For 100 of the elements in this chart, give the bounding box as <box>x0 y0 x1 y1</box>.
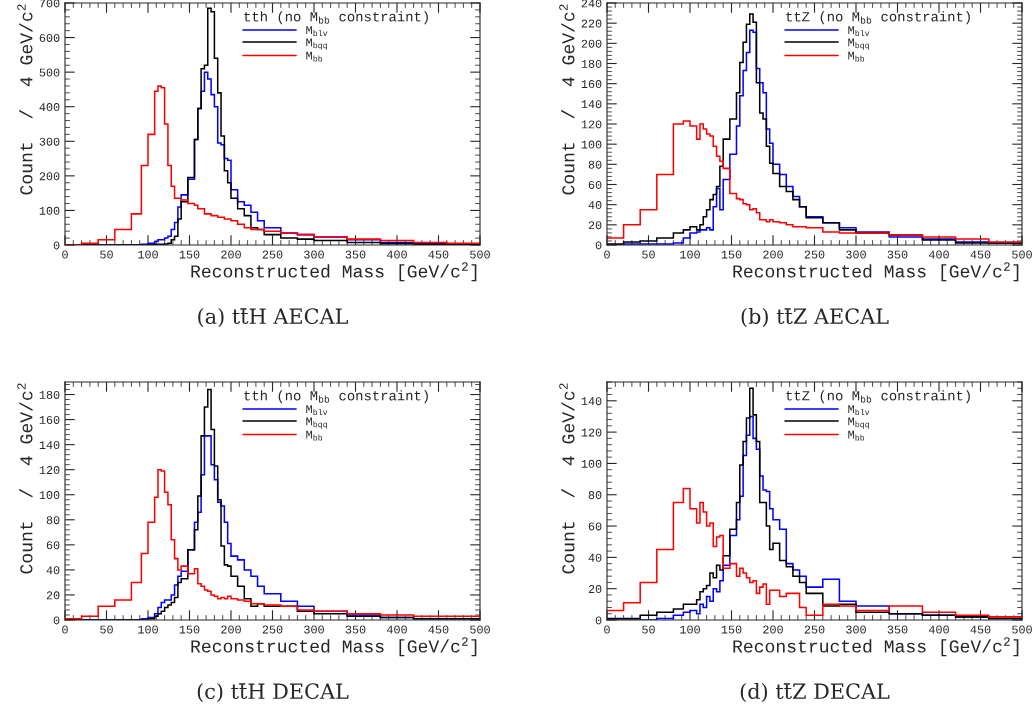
x-axis-title: Reconstructed Mass [GeV/c$^{2}$] <box>733 262 1019 282</box>
legend-title: ttZ (no M$_{bb}$ constraint) <box>786 11 970 25</box>
x-tick-label: 200 <box>763 625 783 634</box>
y-tick-label: 80 <box>588 491 602 500</box>
x-tick-label: 50 <box>100 625 113 634</box>
y-tick-label: 400 <box>39 103 60 112</box>
x-tick-label: 100 <box>138 625 158 634</box>
x-tick-label: 350 <box>345 625 366 634</box>
x-tick-label: 0 <box>62 250 68 259</box>
y-tick-label: 160 <box>39 415 60 424</box>
legend-label: M$_{bb}$ <box>848 430 865 441</box>
x-tick-label: 400 <box>928 625 949 634</box>
x-tick-label: 400 <box>386 250 407 259</box>
y-tick-label: 0 <box>53 616 60 625</box>
y-tick-label: 100 <box>39 491 60 500</box>
x-tick-label: 150 <box>721 625 742 634</box>
y-tick-label: 20 <box>46 591 60 600</box>
x-tick-label: 350 <box>887 250 908 259</box>
legend-label: M$_{bb}$ <box>306 430 323 441</box>
y-tick-label: 500 <box>39 68 60 77</box>
x-axis-title: Reconstructed Mass [GeV/c$^{2}$] <box>733 637 1019 657</box>
x-tick-label: 450 <box>970 250 991 259</box>
y-axis-title: Count / 4 GeV/c$^{2}$ <box>559 4 575 195</box>
x-tick-label: 500 <box>1012 250 1032 259</box>
y-tick-label: 60 <box>46 541 60 550</box>
y-tick-label: 120 <box>39 466 60 475</box>
x-tick-label: 0 <box>62 625 68 634</box>
y-tick-label: 600 <box>39 33 60 42</box>
x-tick-label: 50 <box>642 625 655 634</box>
legend-label: M$_{blv}$ <box>306 26 328 36</box>
y-axis-title: Count / 4 GeV/c$^{2}$ <box>17 383 33 574</box>
legend-label: M$_{bqq}$ <box>306 38 327 50</box>
x-tick-label: 500 <box>470 625 490 634</box>
x-tick-label: 250 <box>262 625 283 634</box>
y-tick-label: 300 <box>39 137 60 146</box>
x-tick-label: 150 <box>721 250 742 259</box>
x-tick-label: 450 <box>428 625 449 634</box>
x-tick-label: 0 <box>604 250 610 259</box>
legend-label: M$_{bb}$ <box>306 51 323 62</box>
x-tick-label: 100 <box>680 250 700 259</box>
y-tick-label: 100 <box>581 459 602 468</box>
x-tick-label: 200 <box>763 250 783 259</box>
y-tick-label: 100 <box>581 140 602 149</box>
legend-title: tth (no M$_{bb}$ constraint) <box>244 390 428 404</box>
x-tick-label: 200 <box>221 250 241 259</box>
legend-title: ttZ (no M$_{bb}$ constraint) <box>786 390 970 404</box>
y-tick-label: 200 <box>39 172 60 181</box>
y-tick-label: 140 <box>581 397 602 406</box>
x-tick-label: 400 <box>928 250 949 259</box>
legend-label: M$_{bqq}$ <box>848 38 869 50</box>
x-axis-title: Reconstructed Mass [GeV/c$^{2}$] <box>191 262 477 282</box>
y-tick-label: 80 <box>46 516 60 525</box>
y-tick-label: 240 <box>581 0 602 8</box>
y-tick-label: 40 <box>46 566 60 575</box>
x-tick-label: 400 <box>386 625 407 634</box>
legend-label: M$_{blv}$ <box>848 26 870 36</box>
x-tick-label: 250 <box>804 625 825 634</box>
y-tick-label: 60 <box>588 522 602 531</box>
y-tick-label: 220 <box>581 19 602 28</box>
x-tick-label: 500 <box>1012 625 1032 634</box>
x-axis-title: Reconstructed Mass [GeV/c$^{2}$] <box>191 637 477 657</box>
legend-label: M$_{bb}$ <box>848 51 865 62</box>
text: (b) tt̄Z AECAL <box>741 307 889 327</box>
x-tick-label: 100 <box>138 250 158 259</box>
text: (c) tt̄H DECAL <box>197 682 349 702</box>
y-tick-label: 20 <box>588 221 602 230</box>
legend-label: M$_{bqq}$ <box>848 417 869 429</box>
text: (a) tt̄H AECAL <box>198 307 348 327</box>
x-tick-label: 300 <box>304 625 324 634</box>
x-tick-label: 350 <box>887 625 908 634</box>
text: (d) tt̄Z DECAL <box>740 682 890 702</box>
x-tick-label: 150 <box>179 250 200 259</box>
y-tick-label: 180 <box>39 390 60 399</box>
y-tick-label: 0 <box>53 241 60 250</box>
x-tick-label: 200 <box>221 625 241 634</box>
x-tick-label: 50 <box>100 250 113 259</box>
x-tick-label: 450 <box>428 250 449 259</box>
y-tick-label: 160 <box>581 80 602 89</box>
y-axis-title: Count / 4 GeV/c$^{2}$ <box>17 4 33 195</box>
y-tick-label: 140 <box>581 100 602 109</box>
y-tick-label: 120 <box>581 120 602 129</box>
x-tick-label: 300 <box>304 250 324 259</box>
y-tick-label: 40 <box>588 553 602 562</box>
legend-label: M$_{blv}$ <box>306 405 328 415</box>
x-tick-label: 150 <box>179 625 200 634</box>
legend-label: M$_{blv}$ <box>848 405 870 415</box>
x-tick-label: 50 <box>642 250 655 259</box>
y-tick-label: 0 <box>595 241 602 250</box>
y-tick-label: 120 <box>581 428 602 437</box>
x-tick-label: 300 <box>846 625 866 634</box>
y-tick-label: 100 <box>39 206 60 215</box>
y-tick-label: 180 <box>581 59 602 68</box>
legend-title: tth (no M$_{bb}$ constraint) <box>244 11 428 25</box>
y-tick-label: 200 <box>581 39 602 48</box>
y-tick-label: 140 <box>39 441 60 450</box>
x-tick-label: 300 <box>846 250 866 259</box>
x-tick-label: 0 <box>604 625 610 634</box>
x-tick-label: 350 <box>345 250 366 259</box>
y-tick-label: 20 <box>588 585 602 594</box>
x-tick-label: 250 <box>262 250 283 259</box>
